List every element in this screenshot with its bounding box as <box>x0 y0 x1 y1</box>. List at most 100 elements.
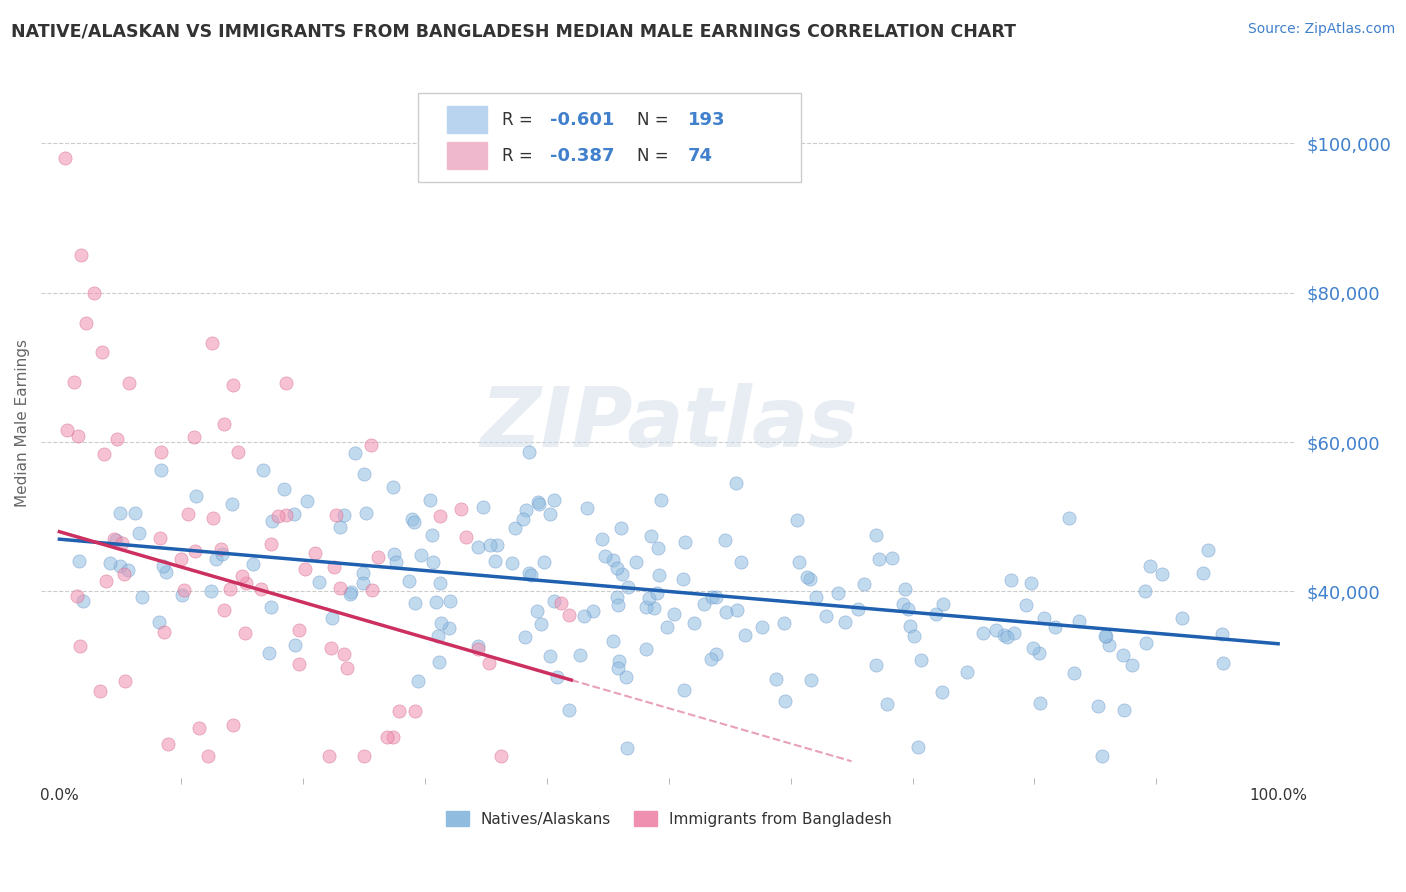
Point <box>772 616 794 631</box>
Point <box>105 533 128 547</box>
Point <box>582 604 605 618</box>
Point <box>360 582 382 597</box>
Point <box>262 514 284 528</box>
Bar <box>447 142 486 169</box>
Point <box>610 566 633 581</box>
Text: 74: 74 <box>688 146 713 165</box>
Point <box>520 567 543 582</box>
FancyBboxPatch shape <box>418 94 800 182</box>
Point <box>515 503 537 517</box>
Point <box>614 670 637 684</box>
Text: R =: R = <box>502 111 538 128</box>
Point <box>260 537 283 551</box>
Point <box>898 619 921 633</box>
Point <box>66 589 89 603</box>
Point <box>72 594 94 608</box>
Point <box>903 629 925 643</box>
Point <box>1043 620 1066 634</box>
Point <box>734 628 756 642</box>
Point <box>382 730 405 744</box>
Point <box>148 615 170 630</box>
Point <box>1028 696 1050 710</box>
Point <box>1212 656 1234 670</box>
Point <box>420 527 443 541</box>
Point <box>800 673 823 688</box>
Point <box>427 656 450 670</box>
Point <box>626 555 648 569</box>
Point <box>333 508 356 522</box>
Point <box>1022 641 1045 656</box>
Point <box>1150 566 1173 581</box>
Point <box>984 624 1007 638</box>
Point <box>925 607 948 621</box>
Point <box>250 582 273 596</box>
Point <box>472 500 495 514</box>
Point <box>751 619 773 633</box>
Point <box>533 555 555 569</box>
Point <box>527 495 550 509</box>
Point <box>682 616 704 631</box>
Point <box>318 748 340 763</box>
Point <box>221 378 243 392</box>
Point <box>201 336 224 351</box>
Point <box>827 586 849 600</box>
Point <box>321 611 343 625</box>
Point <box>411 549 433 563</box>
Point <box>606 561 628 575</box>
Point <box>558 607 581 622</box>
Text: Source: ZipAtlas.com: Source: ZipAtlas.com <box>1247 22 1395 37</box>
Point <box>789 555 811 569</box>
Point <box>834 615 856 630</box>
Point <box>1121 657 1143 672</box>
Point <box>343 446 366 460</box>
Point <box>276 376 298 391</box>
Point <box>910 653 932 667</box>
Point <box>519 445 541 459</box>
Point <box>796 570 818 584</box>
Point <box>852 577 875 591</box>
Bar <box>447 106 486 133</box>
Point <box>329 582 352 596</box>
Point <box>404 704 426 718</box>
Point <box>354 506 377 520</box>
Point <box>152 558 174 573</box>
Point <box>319 640 342 655</box>
Point <box>693 597 716 611</box>
Point <box>546 669 568 683</box>
Point <box>288 624 311 638</box>
Point <box>1094 629 1116 643</box>
Point <box>437 621 460 635</box>
Legend: Natives/Alaskans, Immigrants from Bangladesh: Natives/Alaskans, Immigrants from Bangla… <box>439 803 900 834</box>
Point <box>450 502 472 516</box>
Point <box>593 549 616 564</box>
Point <box>1091 748 1114 763</box>
Point <box>876 697 898 711</box>
Point <box>650 492 672 507</box>
Text: N =: N = <box>637 146 675 165</box>
Point <box>404 596 426 610</box>
Point <box>1211 627 1233 641</box>
Point <box>1021 575 1043 590</box>
Point <box>114 673 136 688</box>
Point <box>617 580 640 594</box>
Point <box>172 588 194 602</box>
Point <box>1028 646 1050 660</box>
Point <box>891 597 914 611</box>
Point <box>1135 636 1157 650</box>
Point <box>478 656 501 670</box>
Point <box>209 541 232 556</box>
Point <box>155 566 177 580</box>
Point <box>422 555 444 569</box>
Point <box>425 595 447 609</box>
Point <box>1139 558 1161 573</box>
Text: 193: 193 <box>688 111 725 128</box>
Point <box>932 597 955 611</box>
Point <box>214 603 236 617</box>
Point <box>173 582 195 597</box>
Point <box>197 748 219 763</box>
Point <box>1114 703 1136 717</box>
Point <box>308 574 330 589</box>
Point <box>96 574 118 588</box>
Point <box>640 529 662 543</box>
Point <box>501 556 523 570</box>
